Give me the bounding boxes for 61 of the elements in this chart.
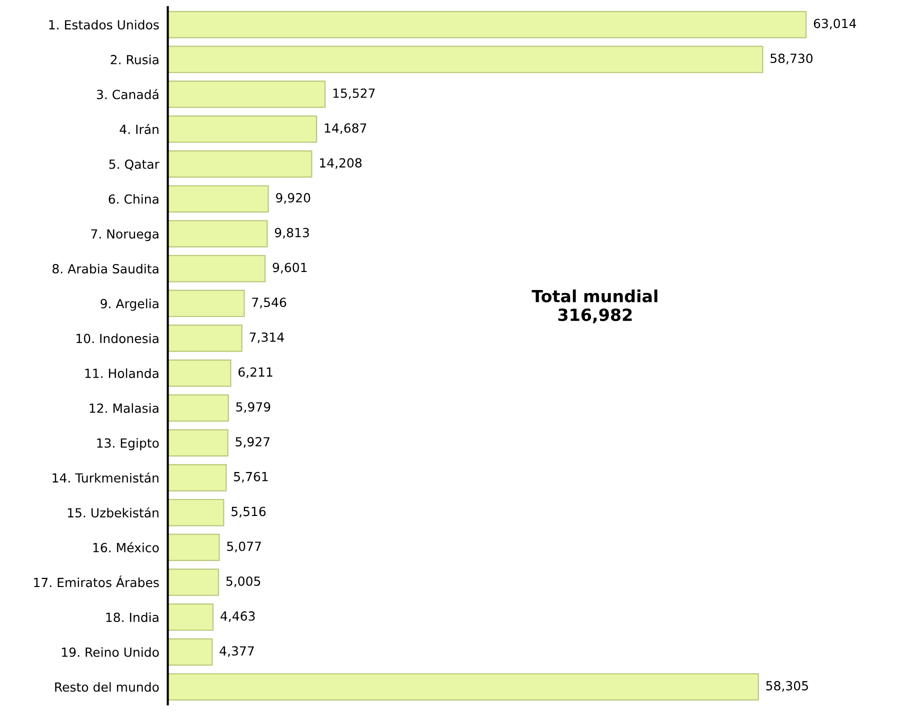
data-label: 7,546 <box>252 298 286 308</box>
bar <box>168 498 224 526</box>
data-label: 58,730 <box>770 54 813 64</box>
data-label: 63,014 <box>814 18 856 30</box>
bar <box>168 116 318 143</box>
bar <box>168 638 213 666</box>
y-tick-label: 10. Indonesia <box>76 334 158 344</box>
data-label: 6,211 <box>238 367 272 378</box>
y-tick-label: 4. Irán <box>120 124 158 134</box>
y-tick-label: 17. Emiratos Árabes <box>34 575 159 588</box>
data-label: 58,305 <box>766 681 808 692</box>
data-label: 4,463 <box>220 611 255 622</box>
data-label: 15,527 <box>333 88 375 100</box>
bar <box>168 464 227 492</box>
y-tick-label: 18. India <box>106 612 158 622</box>
bar <box>168 534 220 562</box>
bar <box>168 429 228 456</box>
data-label: 5,005 <box>226 576 260 588</box>
y-tick-label: 1. Estados Unidos <box>49 20 159 30</box>
bar <box>168 185 269 212</box>
y-tick-label: 13. Egipto <box>97 438 159 450</box>
annotation: Total mundial 316,982 <box>532 290 658 324</box>
bar <box>168 254 266 282</box>
data-label: 7,314 <box>250 332 284 344</box>
bar <box>168 568 220 596</box>
y-tick-label: 19. Reino Unido <box>62 647 159 657</box>
data-label: 9,601 <box>272 262 307 274</box>
bar <box>168 290 245 318</box>
y-tick-label: 8. Arabia Saudita <box>52 264 158 274</box>
data-label: 4,377 <box>220 646 254 657</box>
data-label: 14,687 <box>324 123 366 134</box>
bar <box>168 46 764 74</box>
y-tick-label: 12. Malasia <box>90 403 158 413</box>
y-tick-label: 14. Turkmenistán <box>52 472 158 483</box>
y-tick-label: 5. Qatar <box>109 159 160 170</box>
y-tick-label: 11. Holanda <box>85 368 158 378</box>
bar <box>168 324 242 352</box>
bar <box>168 673 759 700</box>
data-label: 9,813 <box>274 228 309 239</box>
y-tick-label: 6. China <box>108 194 158 204</box>
y-tick-label: 16. México <box>93 542 159 552</box>
y-tick-label: 15. Uzbekistán <box>68 507 158 518</box>
data-label: 5,516 <box>232 506 266 518</box>
bar <box>168 10 807 38</box>
data-label: 5,927 <box>236 437 270 448</box>
bar <box>168 394 229 422</box>
data-label: 5,761 <box>234 472 268 483</box>
y-tick-label: 7. Noruega <box>91 229 158 242</box>
bar <box>168 604 214 631</box>
data-label: 5,077 <box>227 542 261 552</box>
data-label: 9,920 <box>276 193 310 204</box>
y-tick-label: 2. Rusia <box>110 54 158 64</box>
bar <box>168 150 312 178</box>
bar <box>168 360 232 387</box>
y-tick-label: Resto del mundo <box>55 682 159 692</box>
data-label: 5,979 <box>236 402 270 413</box>
y-tick-label: 3. Canadá <box>96 89 158 100</box>
bar <box>168 220 268 248</box>
data-label: 14,208 <box>320 158 362 169</box>
y-tick-label: 9. Argelia <box>100 298 158 311</box>
bar <box>168 80 326 108</box>
